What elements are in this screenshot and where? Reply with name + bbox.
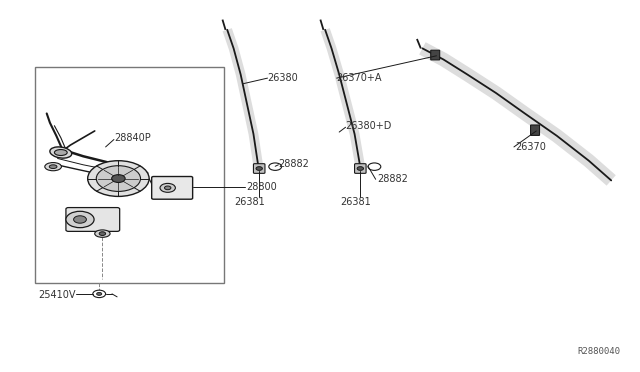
Ellipse shape [93, 290, 106, 298]
FancyBboxPatch shape [431, 50, 440, 60]
Text: 26381: 26381 [340, 197, 371, 207]
FancyBboxPatch shape [531, 125, 540, 135]
Ellipse shape [88, 161, 149, 196]
Ellipse shape [45, 163, 61, 171]
Text: 26370: 26370 [515, 142, 546, 152]
Ellipse shape [50, 147, 72, 158]
Ellipse shape [49, 165, 57, 169]
Ellipse shape [66, 211, 94, 228]
Ellipse shape [97, 292, 102, 295]
Ellipse shape [357, 167, 364, 170]
Text: 26370+A: 26370+A [337, 73, 382, 83]
Text: 28882: 28882 [377, 174, 408, 184]
Ellipse shape [111, 174, 125, 183]
Text: 28882: 28882 [278, 160, 309, 169]
Ellipse shape [96, 166, 141, 192]
Ellipse shape [54, 150, 67, 155]
Ellipse shape [74, 216, 86, 223]
Ellipse shape [160, 183, 175, 192]
Ellipse shape [99, 232, 106, 235]
Bar [35, 67, 224, 283]
FancyBboxPatch shape [66, 208, 120, 231]
Text: 26381: 26381 [234, 197, 265, 207]
FancyBboxPatch shape [253, 164, 265, 173]
Text: 28800: 28800 [246, 182, 277, 192]
Ellipse shape [95, 230, 110, 237]
Text: 25410V: 25410V [38, 290, 76, 299]
Text: 26380+D: 26380+D [346, 122, 392, 131]
Ellipse shape [256, 167, 262, 170]
FancyBboxPatch shape [355, 164, 366, 173]
Text: R2880040: R2880040 [578, 347, 621, 356]
Text: 28840P: 28840P [114, 134, 150, 143]
Text: 26380: 26380 [268, 73, 298, 83]
Ellipse shape [164, 186, 171, 190]
FancyBboxPatch shape [152, 177, 193, 199]
